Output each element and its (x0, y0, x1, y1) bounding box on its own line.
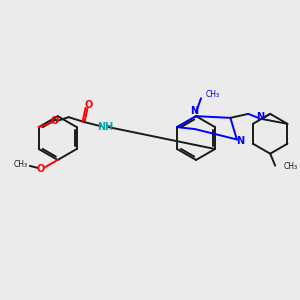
Text: N: N (236, 136, 244, 146)
Text: O: O (51, 116, 59, 126)
Text: O: O (84, 100, 93, 110)
Text: CH₃: CH₃ (283, 162, 297, 171)
Text: N: N (256, 112, 264, 122)
Text: N: N (190, 106, 198, 116)
Text: O: O (37, 164, 45, 174)
Text: CH₃: CH₃ (206, 90, 220, 99)
Text: NH: NH (97, 122, 114, 132)
Text: CH₃: CH₃ (14, 160, 28, 169)
